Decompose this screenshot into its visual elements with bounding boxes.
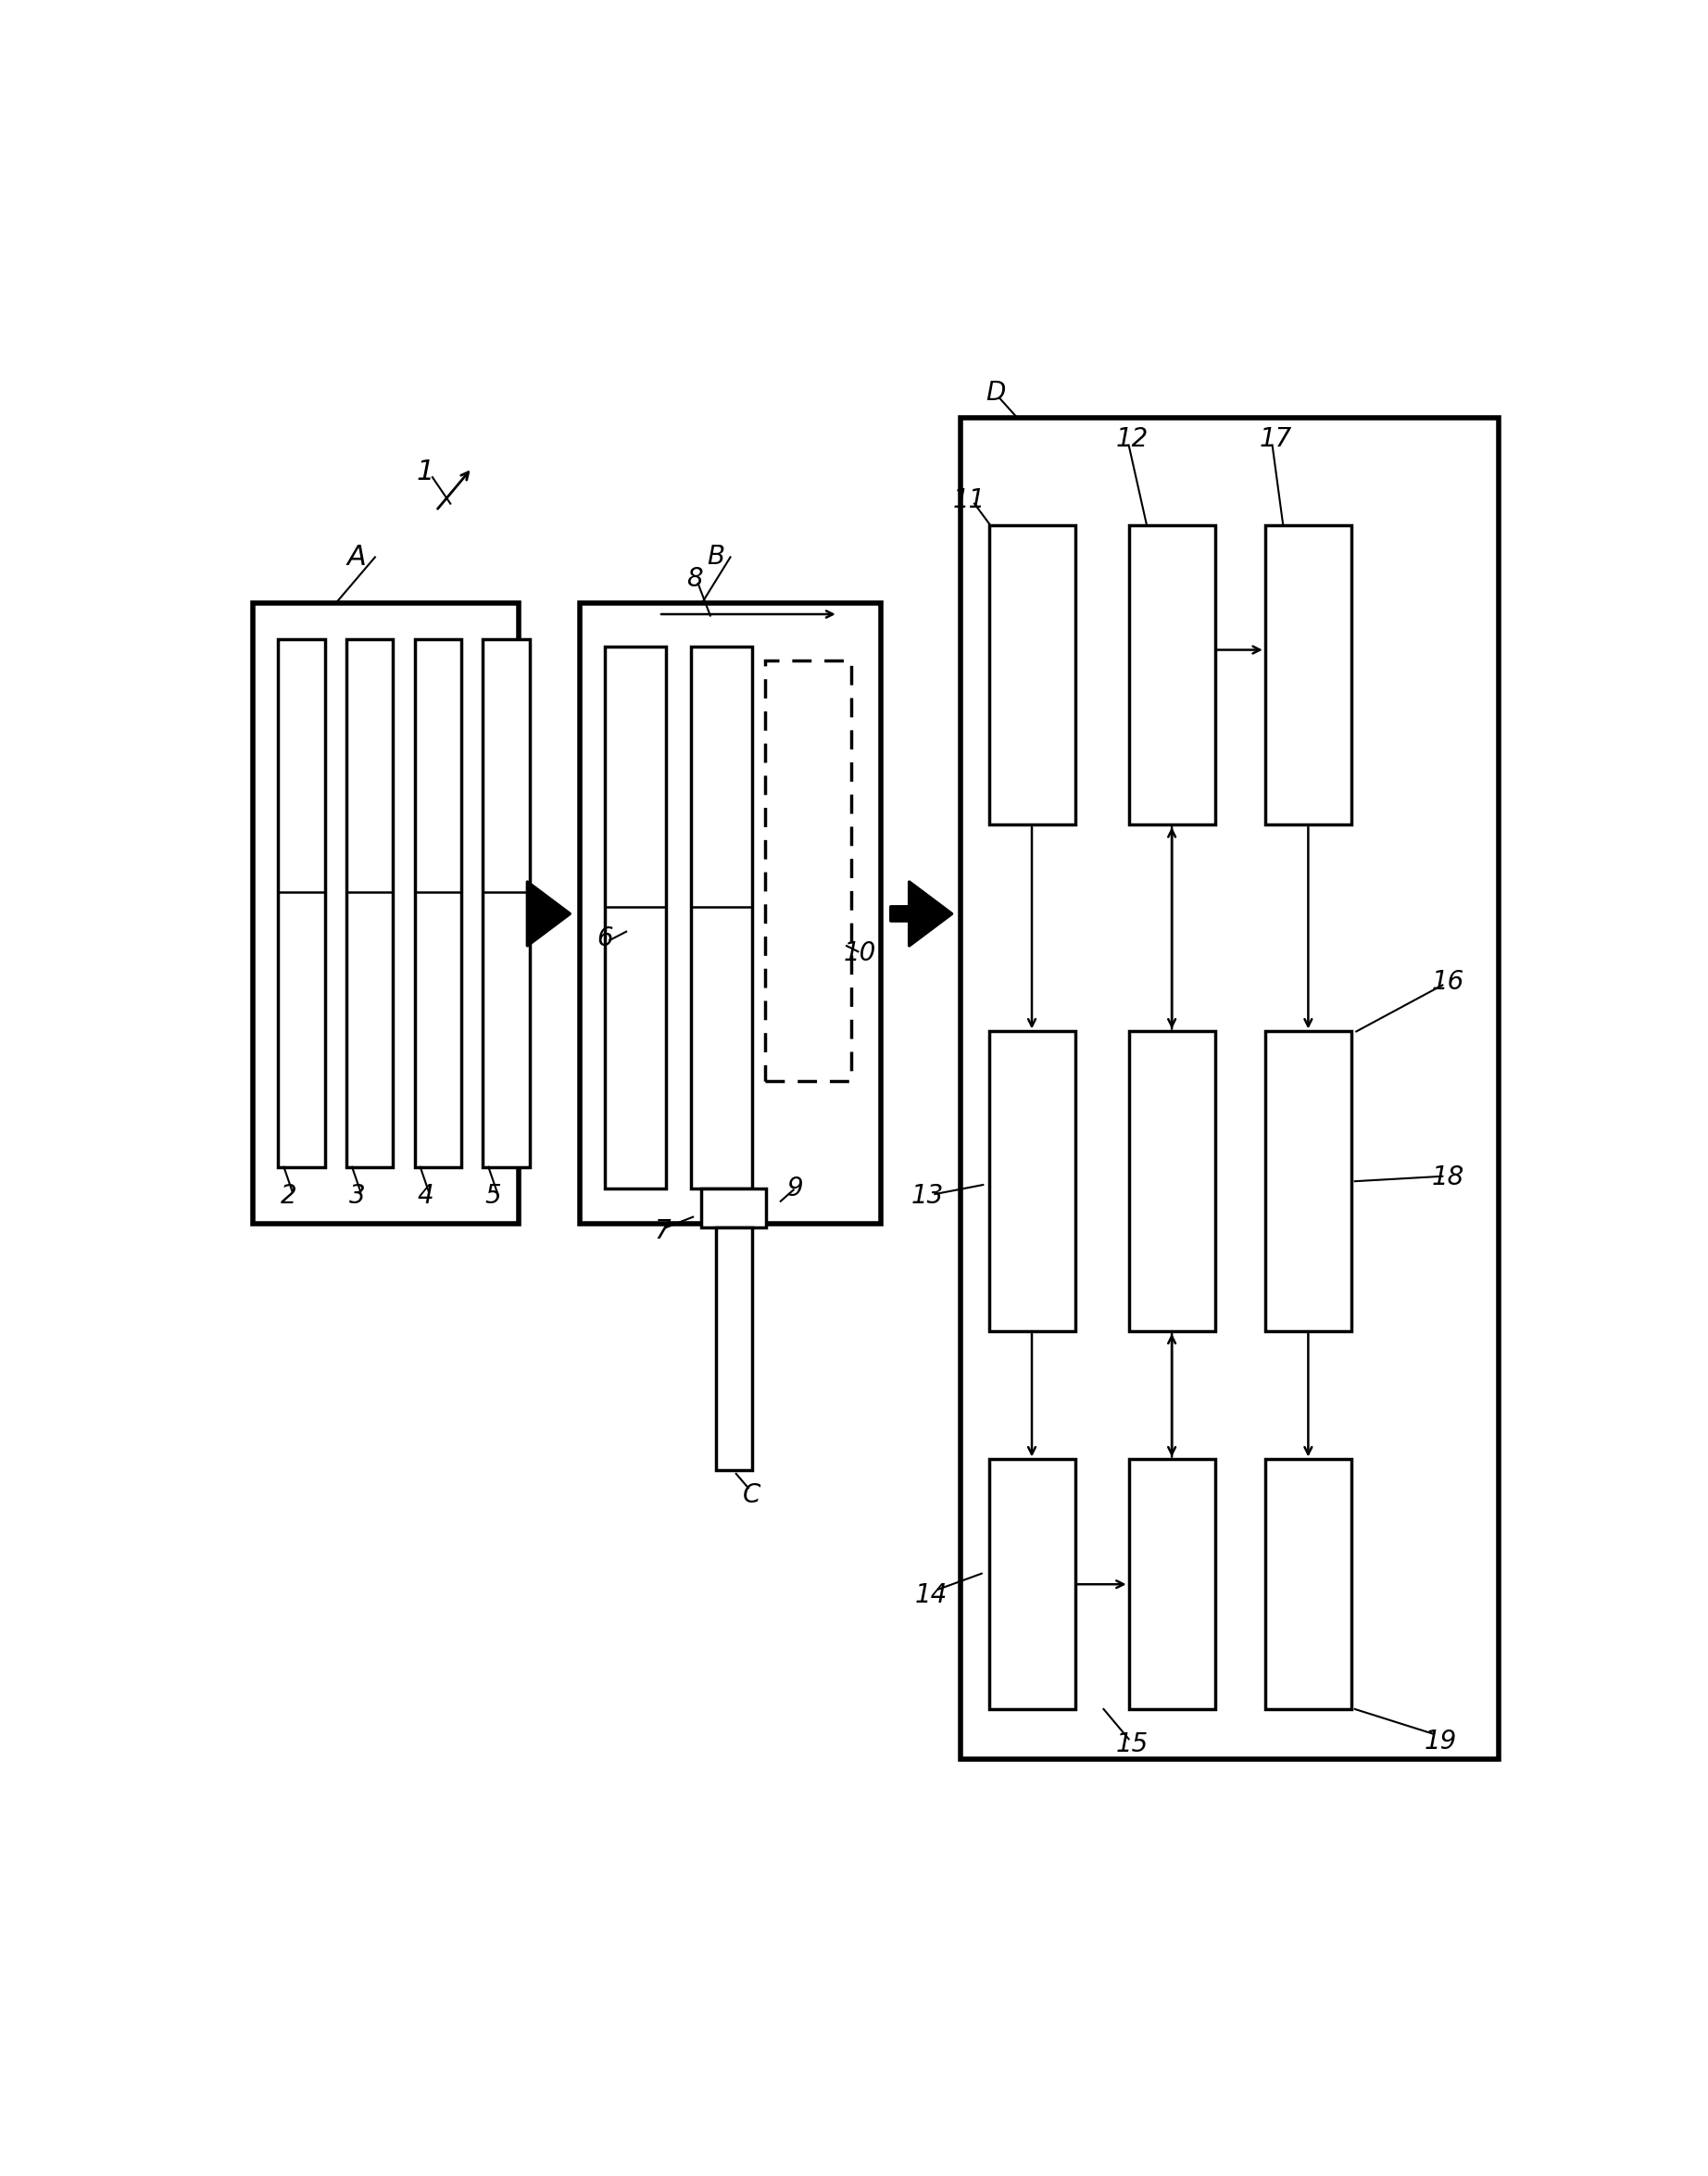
Bar (989, 1031, 1074, 1332)
Text: 19: 19 (1424, 1728, 1457, 1754)
Text: 17: 17 (1259, 426, 1293, 453)
Bar (1129, 524, 1214, 825)
Bar (278, 640, 325, 1166)
Text: D: D (986, 381, 1006, 407)
Bar (989, 524, 1074, 825)
Bar (347, 640, 393, 1166)
Text: 15: 15 (1115, 1732, 1149, 1758)
Text: 5: 5 (485, 1182, 502, 1208)
Bar (960, 418, 1498, 1758)
Bar (1129, 1460, 1214, 1708)
Text: 4: 4 (417, 1182, 434, 1208)
Text: 14: 14 (915, 1582, 948, 1608)
Text: 18: 18 (1431, 1164, 1464, 1190)
Text: 8: 8 (687, 566, 702, 592)
Bar (716, 1227, 752, 1471)
Text: 6: 6 (596, 925, 613, 951)
Bar (765, 662, 851, 1081)
Bar (579, 603, 881, 1225)
Bar (483, 640, 529, 1166)
Text: 12: 12 (1115, 426, 1149, 453)
Text: C: C (743, 1482, 760, 1508)
Bar (690, 646, 752, 1188)
Text: 13: 13 (912, 1182, 945, 1208)
Text: 9: 9 (787, 1175, 803, 1201)
Bar (1266, 524, 1351, 825)
Bar (989, 1460, 1074, 1708)
Bar (1266, 1031, 1351, 1332)
Text: 10: 10 (844, 940, 876, 966)
Text: 2: 2 (280, 1182, 297, 1208)
Bar (1266, 1460, 1351, 1708)
Text: 16: 16 (1431, 968, 1464, 994)
Text: A: A (347, 544, 367, 570)
Text: 1: 1 (417, 459, 434, 485)
Text: 7: 7 (654, 1219, 670, 1245)
Bar (605, 646, 666, 1188)
Bar (702, 1188, 767, 1227)
Bar (415, 640, 461, 1166)
Text: 11: 11 (953, 487, 986, 514)
Bar (1129, 1031, 1214, 1332)
Bar (253, 603, 519, 1225)
Text: 3: 3 (348, 1182, 366, 1208)
Text: B: B (707, 544, 724, 570)
